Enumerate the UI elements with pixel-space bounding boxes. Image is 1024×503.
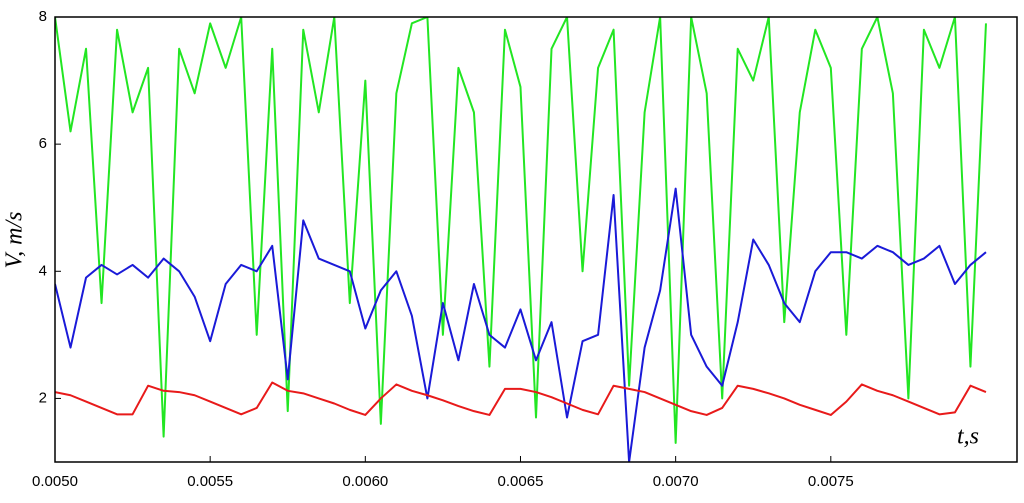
y-tick-label: 6	[39, 135, 47, 152]
x-tick-label: 0.0050	[32, 473, 78, 490]
y-tick-label: 4	[39, 262, 47, 279]
x-tick-label: 0.0065	[498, 473, 544, 490]
y-tick-label: 8	[39, 8, 47, 25]
y-axis-label: V, m/s	[2, 212, 28, 269]
x-tick-label: 0.0055	[187, 473, 233, 490]
y-tick-label: 2	[39, 389, 47, 406]
plot-area	[55, 17, 987, 462]
series-line	[55, 187, 987, 462]
x-tick-label: 0.0070	[653, 473, 699, 490]
series-line	[55, 381, 987, 416]
x-axis-label: t,s	[957, 424, 979, 450]
x-tick-label: 0.0060	[342, 473, 388, 490]
x-tick-label: 0.0075	[808, 473, 854, 490]
series-line	[55, 17, 987, 444]
plot-frame	[54, 16, 1018, 463]
